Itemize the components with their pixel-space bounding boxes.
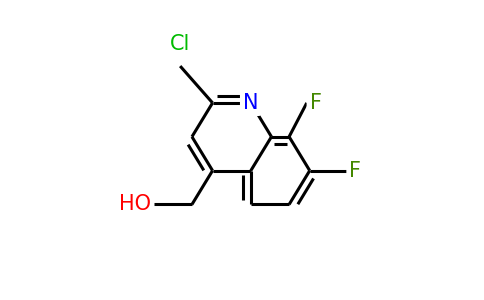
Text: Cl: Cl xyxy=(170,34,190,54)
Text: HO: HO xyxy=(119,194,151,214)
Text: F: F xyxy=(349,160,362,181)
Text: F: F xyxy=(310,93,322,113)
Text: N: N xyxy=(243,93,258,113)
